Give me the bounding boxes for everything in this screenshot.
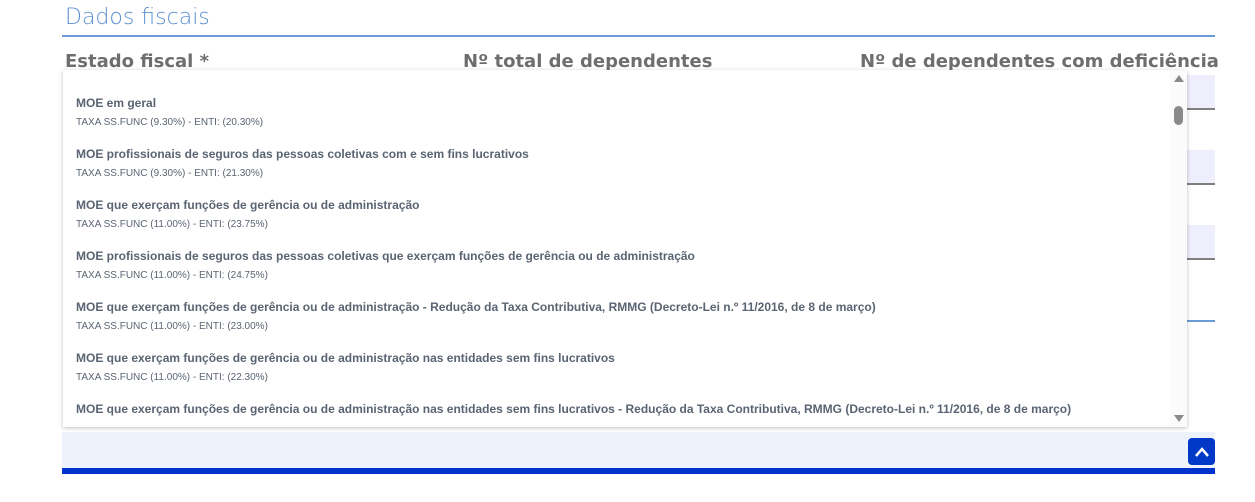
option-title: MOE que exerçam funções de gerência ou d…: [76, 351, 615, 365]
option-subtitle: TAXA SS.FUNC (9.30%) - ENTI: (21.30%): [76, 168, 264, 179]
option-title: MOE que exerçam funções de gerência ou d…: [76, 198, 420, 212]
scroll-top-button[interactable]: [1188, 438, 1215, 465]
option-title: MOE que exerçam funções de gerência ou d…: [76, 402, 1072, 416]
dependentes-deficiencia-label: Nº de dependentes com deficiência: [860, 51, 1219, 72]
chevron-up-icon: [1194, 446, 1209, 457]
option-title: MOE profissionais de seguros das pessoas…: [76, 147, 529, 161]
option-item[interactable]: MOE que exerçam funções de gerência ou d…: [63, 398, 1168, 427]
option-item[interactable]: MOE que exerçam funções de gerência ou d…: [63, 296, 1168, 347]
bottom-bar: [62, 468, 1215, 474]
option-item[interactable]: MOE profissionais de seguros das pessoas…: [63, 245, 1168, 296]
option-title: MOE em geral: [76, 96, 157, 110]
bottom-panel: [62, 432, 1215, 468]
options-list: MOE em geral TAXA SS.FUNC (9.30%) - ENTI:…: [63, 92, 1168, 427]
option-item[interactable]: MOE que exerçam funções de gerência ou d…: [63, 347, 1168, 398]
dropdown-scrollbar[interactable]: [1170, 70, 1187, 427]
option-title: MOE profissionais de seguros das pessoas…: [76, 249, 695, 263]
option-subtitle: TAXA SS.FUNC (11.00%) - ENTI: (24.75%): [76, 270, 268, 281]
option-item[interactable]: MOE que exerçam funções de gerência ou d…: [63, 194, 1168, 245]
estado-fiscal-dropdown[interactable]: MOE em geral TAXA SS.FUNC (9.30%) - ENTI:…: [63, 70, 1187, 427]
option-subtitle: TAXA SS.FUNC (11.00%) - ENTI: (23.75%): [76, 219, 268, 230]
scrollbar-thumb[interactable]: [1174, 106, 1183, 125]
option-item[interactable]: MOE em geral TAXA SS.FUNC (9.30%) - ENTI:…: [63, 92, 1168, 143]
option-title: MOE que exerçam funções de gerência ou d…: [76, 300, 876, 314]
total-dependentes-label: Nº total de dependentes: [463, 51, 713, 72]
section-divider: [62, 35, 1215, 37]
estado-fiscal-label: Estado fiscal *: [65, 51, 209, 72]
background-divider: [1160, 320, 1215, 322]
option-subtitle: TAXA SS.FUNC (9.30%) - ENTI: (20.30%): [76, 117, 264, 128]
option-item[interactable]: MOE profissionais de seguros das pessoas…: [63, 143, 1168, 194]
scroll-down-arrow-icon[interactable]: [1174, 415, 1184, 422]
option-subtitle: TAXA SS.FUNC (11.00%) - ENTI: (22.30%): [76, 372, 268, 383]
option-subtitle: TAXA SS.FUNC (11.00%) - ENTI: (23.00%): [76, 321, 268, 332]
scroll-up-arrow-icon[interactable]: [1174, 75, 1184, 82]
section-title: Dados fiscais: [65, 5, 210, 30]
